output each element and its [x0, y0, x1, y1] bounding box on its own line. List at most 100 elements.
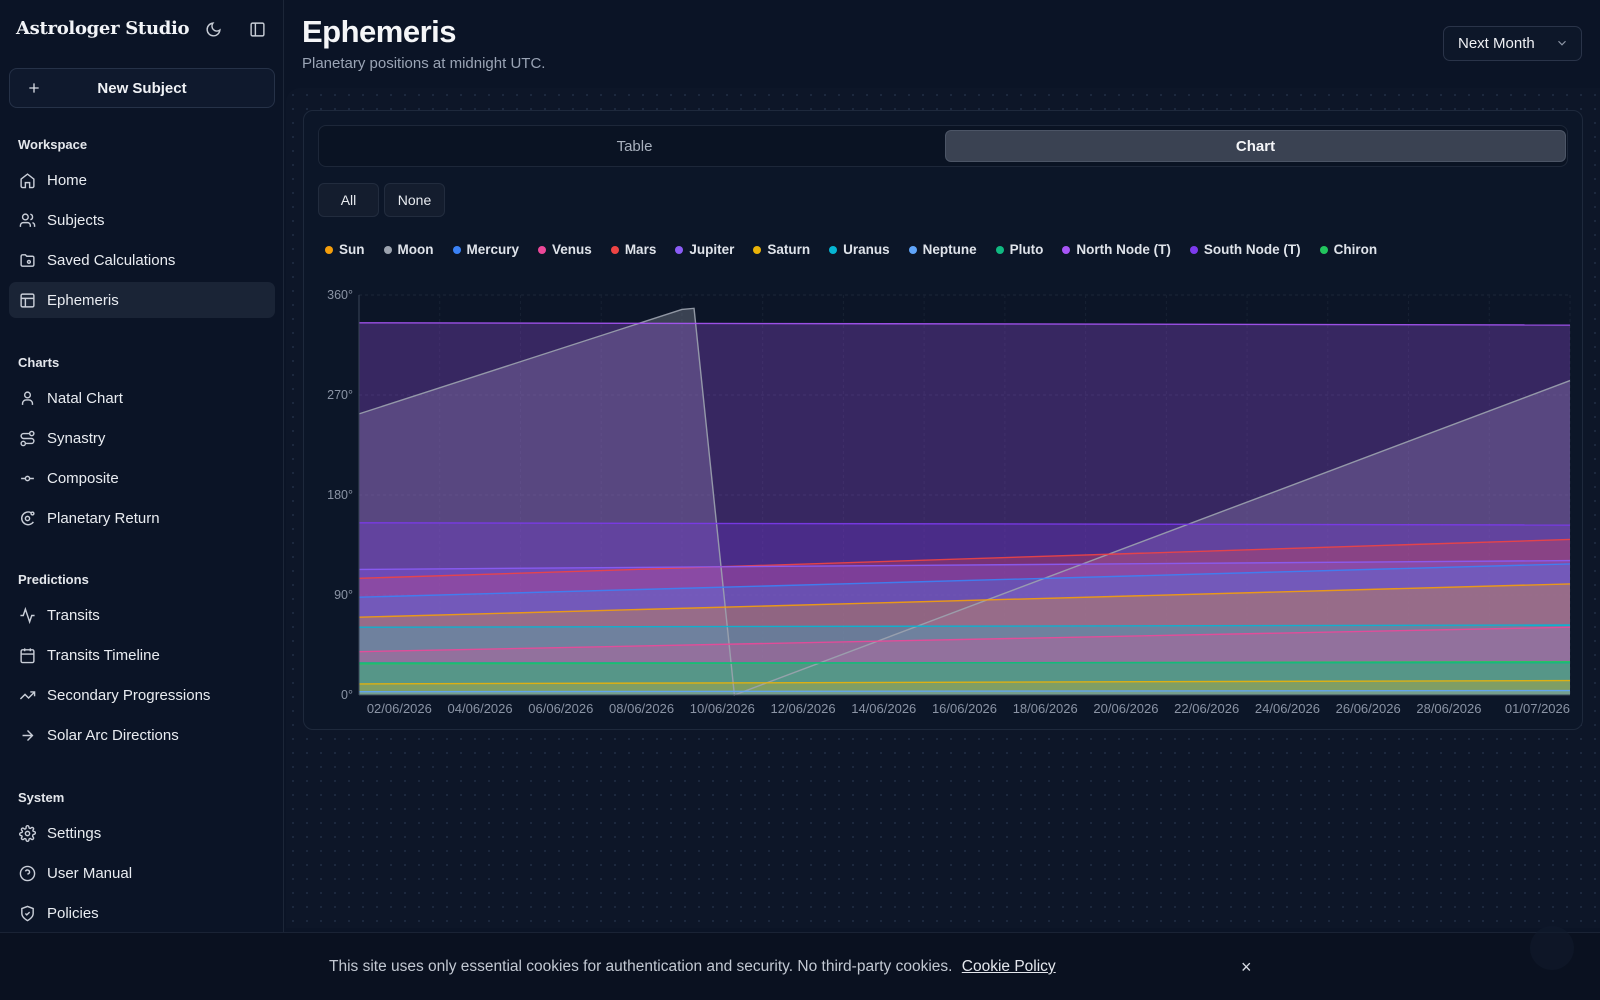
- activity-icon: [17, 605, 37, 625]
- new-subject-button[interactable]: New Subject: [9, 68, 275, 108]
- sidebar-item-synastry[interactable]: Synastry: [9, 420, 275, 456]
- legend-dot: [610, 245, 619, 254]
- series-area: [359, 625, 1570, 695]
- x-tick-label: 14/06/2026: [851, 701, 916, 716]
- legend-item[interactable]: Venus: [538, 242, 592, 257]
- series-area: [359, 662, 1570, 695]
- route-icon: [17, 428, 37, 448]
- x-tick-label: 10/06/2026: [690, 701, 755, 716]
- y-tick-label: 90°: [334, 588, 353, 602]
- legend-item[interactable]: Uranus: [829, 242, 890, 257]
- users-icon: [17, 210, 37, 230]
- series-area: [359, 322, 1570, 695]
- legend-item[interactable]: Neptune: [908, 242, 977, 257]
- sidebar-item-label: Transits: [47, 606, 100, 624]
- calendar-icon: [17, 645, 37, 665]
- view-tabs: Table Chart: [318, 125, 1568, 167]
- legend-label: Pluto: [1009, 242, 1044, 257]
- series-area: [359, 308, 1570, 695]
- series-line: [358, 563, 1571, 598]
- legend-item[interactable]: Jupiter: [675, 242, 734, 257]
- x-tick-label: 22/06/2026: [1174, 701, 1239, 716]
- sidebar-item-transits-timeline[interactable]: Transits Timeline: [9, 637, 275, 673]
- cookie-banner: This site uses only essential cookies fo…: [0, 932, 1600, 1000]
- x-tick-label: 04/06/2026: [448, 701, 513, 716]
- legend-dot: [325, 245, 333, 254]
- gear-icon: [17, 823, 37, 843]
- select-none-button[interactable]: None: [384, 183, 445, 217]
- home-icon: [17, 170, 37, 190]
- x-tick-label: 20/06/2026: [1093, 701, 1158, 716]
- legend-dot: [675, 245, 684, 254]
- theme-toggle-moon-icon[interactable]: [202, 18, 224, 40]
- sidebar-item-policies[interactable]: Policies: [9, 895, 275, 931]
- sidebar-item-planetary-return[interactable]: Planetary Return: [9, 500, 275, 536]
- close-icon[interactable]: ×: [1241, 957, 1252, 977]
- series-area: [359, 560, 1570, 695]
- sidebar-item-label: Settings: [47, 824, 102, 842]
- legend-label: Uranus: [843, 242, 890, 257]
- y-tick-label: 270°: [327, 388, 353, 402]
- sidebar-item-subjects[interactable]: Subjects: [9, 202, 275, 238]
- legend-label: Jupiter: [689, 242, 735, 257]
- select-all-button[interactable]: All: [318, 183, 379, 217]
- range-select-value: Next Month: [1458, 35, 1535, 52]
- series-line: [358, 689, 1571, 693]
- legend-label: Moon: [397, 242, 434, 257]
- legend-item[interactable]: Mars: [610, 242, 656, 257]
- x-tick-label: 16/06/2026: [932, 701, 997, 716]
- plus-icon: [24, 78, 44, 98]
- legend-label: Sun: [339, 242, 365, 257]
- sidebar-item-user-manual[interactable]: User Manual: [9, 855, 275, 891]
- sidebar-item-label: Transits Timeline: [47, 646, 160, 664]
- legend-item[interactable]: Saturn: [753, 242, 810, 257]
- sidebar-item-secondary-progressions[interactable]: Secondary Progressions: [9, 677, 275, 713]
- commit-icon: [17, 468, 37, 488]
- cookie-message: This site uses only essential cookies fo…: [329, 958, 953, 975]
- legend-item[interactable]: Sun: [325, 242, 365, 257]
- x-tick-label: 06/06/2026: [528, 701, 593, 716]
- x-tick-label: 18/06/2026: [1013, 701, 1078, 716]
- legend-item[interactable]: Moon: [383, 242, 434, 257]
- legend-label: Venus: [552, 242, 592, 257]
- sidebar-item-label: Subjects: [47, 211, 105, 229]
- arrow-right-icon: [17, 725, 37, 745]
- legend-dot: [753, 245, 762, 254]
- sidebar-item-label: Home: [47, 171, 88, 189]
- sidebar-item-solar-arc-directions[interactable]: Solar Arc Directions: [9, 717, 275, 753]
- sidebar-toggle-icon[interactable]: [246, 18, 268, 40]
- sidebar-item-saved-calculations[interactable]: Saved Calculations: [9, 242, 275, 278]
- legend-item[interactable]: Chiron: [1319, 242, 1378, 257]
- tab-table[interactable]: Table: [616, 137, 653, 155]
- x-tick-label: 12/06/2026: [770, 701, 835, 716]
- sidebar-item-settings[interactable]: Settings: [9, 815, 275, 851]
- legend-item[interactable]: Mercury: [452, 242, 519, 257]
- brand-logo[interactable]: Astrologer Studio: [16, 18, 190, 39]
- y-tick-label: 360°: [327, 288, 353, 302]
- floating-action-button[interactable]: [1530, 926, 1574, 970]
- sidebar-item-home[interactable]: Home: [9, 162, 275, 198]
- sidebar-item-label: Composite: [47, 469, 119, 487]
- series-line: [358, 679, 1571, 685]
- legend-item[interactable]: Pluto: [995, 242, 1044, 257]
- x-tick-label: 24/06/2026: [1255, 701, 1320, 716]
- sidebar-item-label: Policies: [47, 904, 99, 922]
- legend-label: Chiron: [1333, 242, 1378, 257]
- range-select[interactable]: Next Month: [1443, 26, 1582, 61]
- legend-dot: [1319, 245, 1328, 254]
- legend-label: Saturn: [767, 242, 811, 257]
- series-line: [358, 624, 1571, 628]
- sidebar-item-transits[interactable]: Transits: [9, 597, 275, 633]
- legend-item[interactable]: South Node (T): [1189, 242, 1301, 257]
- sidebar-item-natal-chart[interactable]: Natal Chart: [9, 380, 275, 416]
- legend-item[interactable]: North Node (T): [1062, 242, 1171, 257]
- sidebar-item-composite[interactable]: Composite: [9, 460, 275, 496]
- section-title-workspace: Workspace: [18, 137, 88, 152]
- cookie-policy-link[interactable]: Cookie Policy: [961, 958, 1056, 975]
- sidebar-item-label: Planetary Return: [47, 509, 160, 527]
- tab-chart[interactable]: Chart: [945, 130, 1566, 162]
- legend-dot: [995, 245, 1004, 254]
- series-area: [359, 539, 1570, 695]
- sidebar-item-label: Solar Arc Directions: [47, 726, 179, 744]
- sidebar-item-ephemeris[interactable]: Ephemeris: [9, 282, 275, 318]
